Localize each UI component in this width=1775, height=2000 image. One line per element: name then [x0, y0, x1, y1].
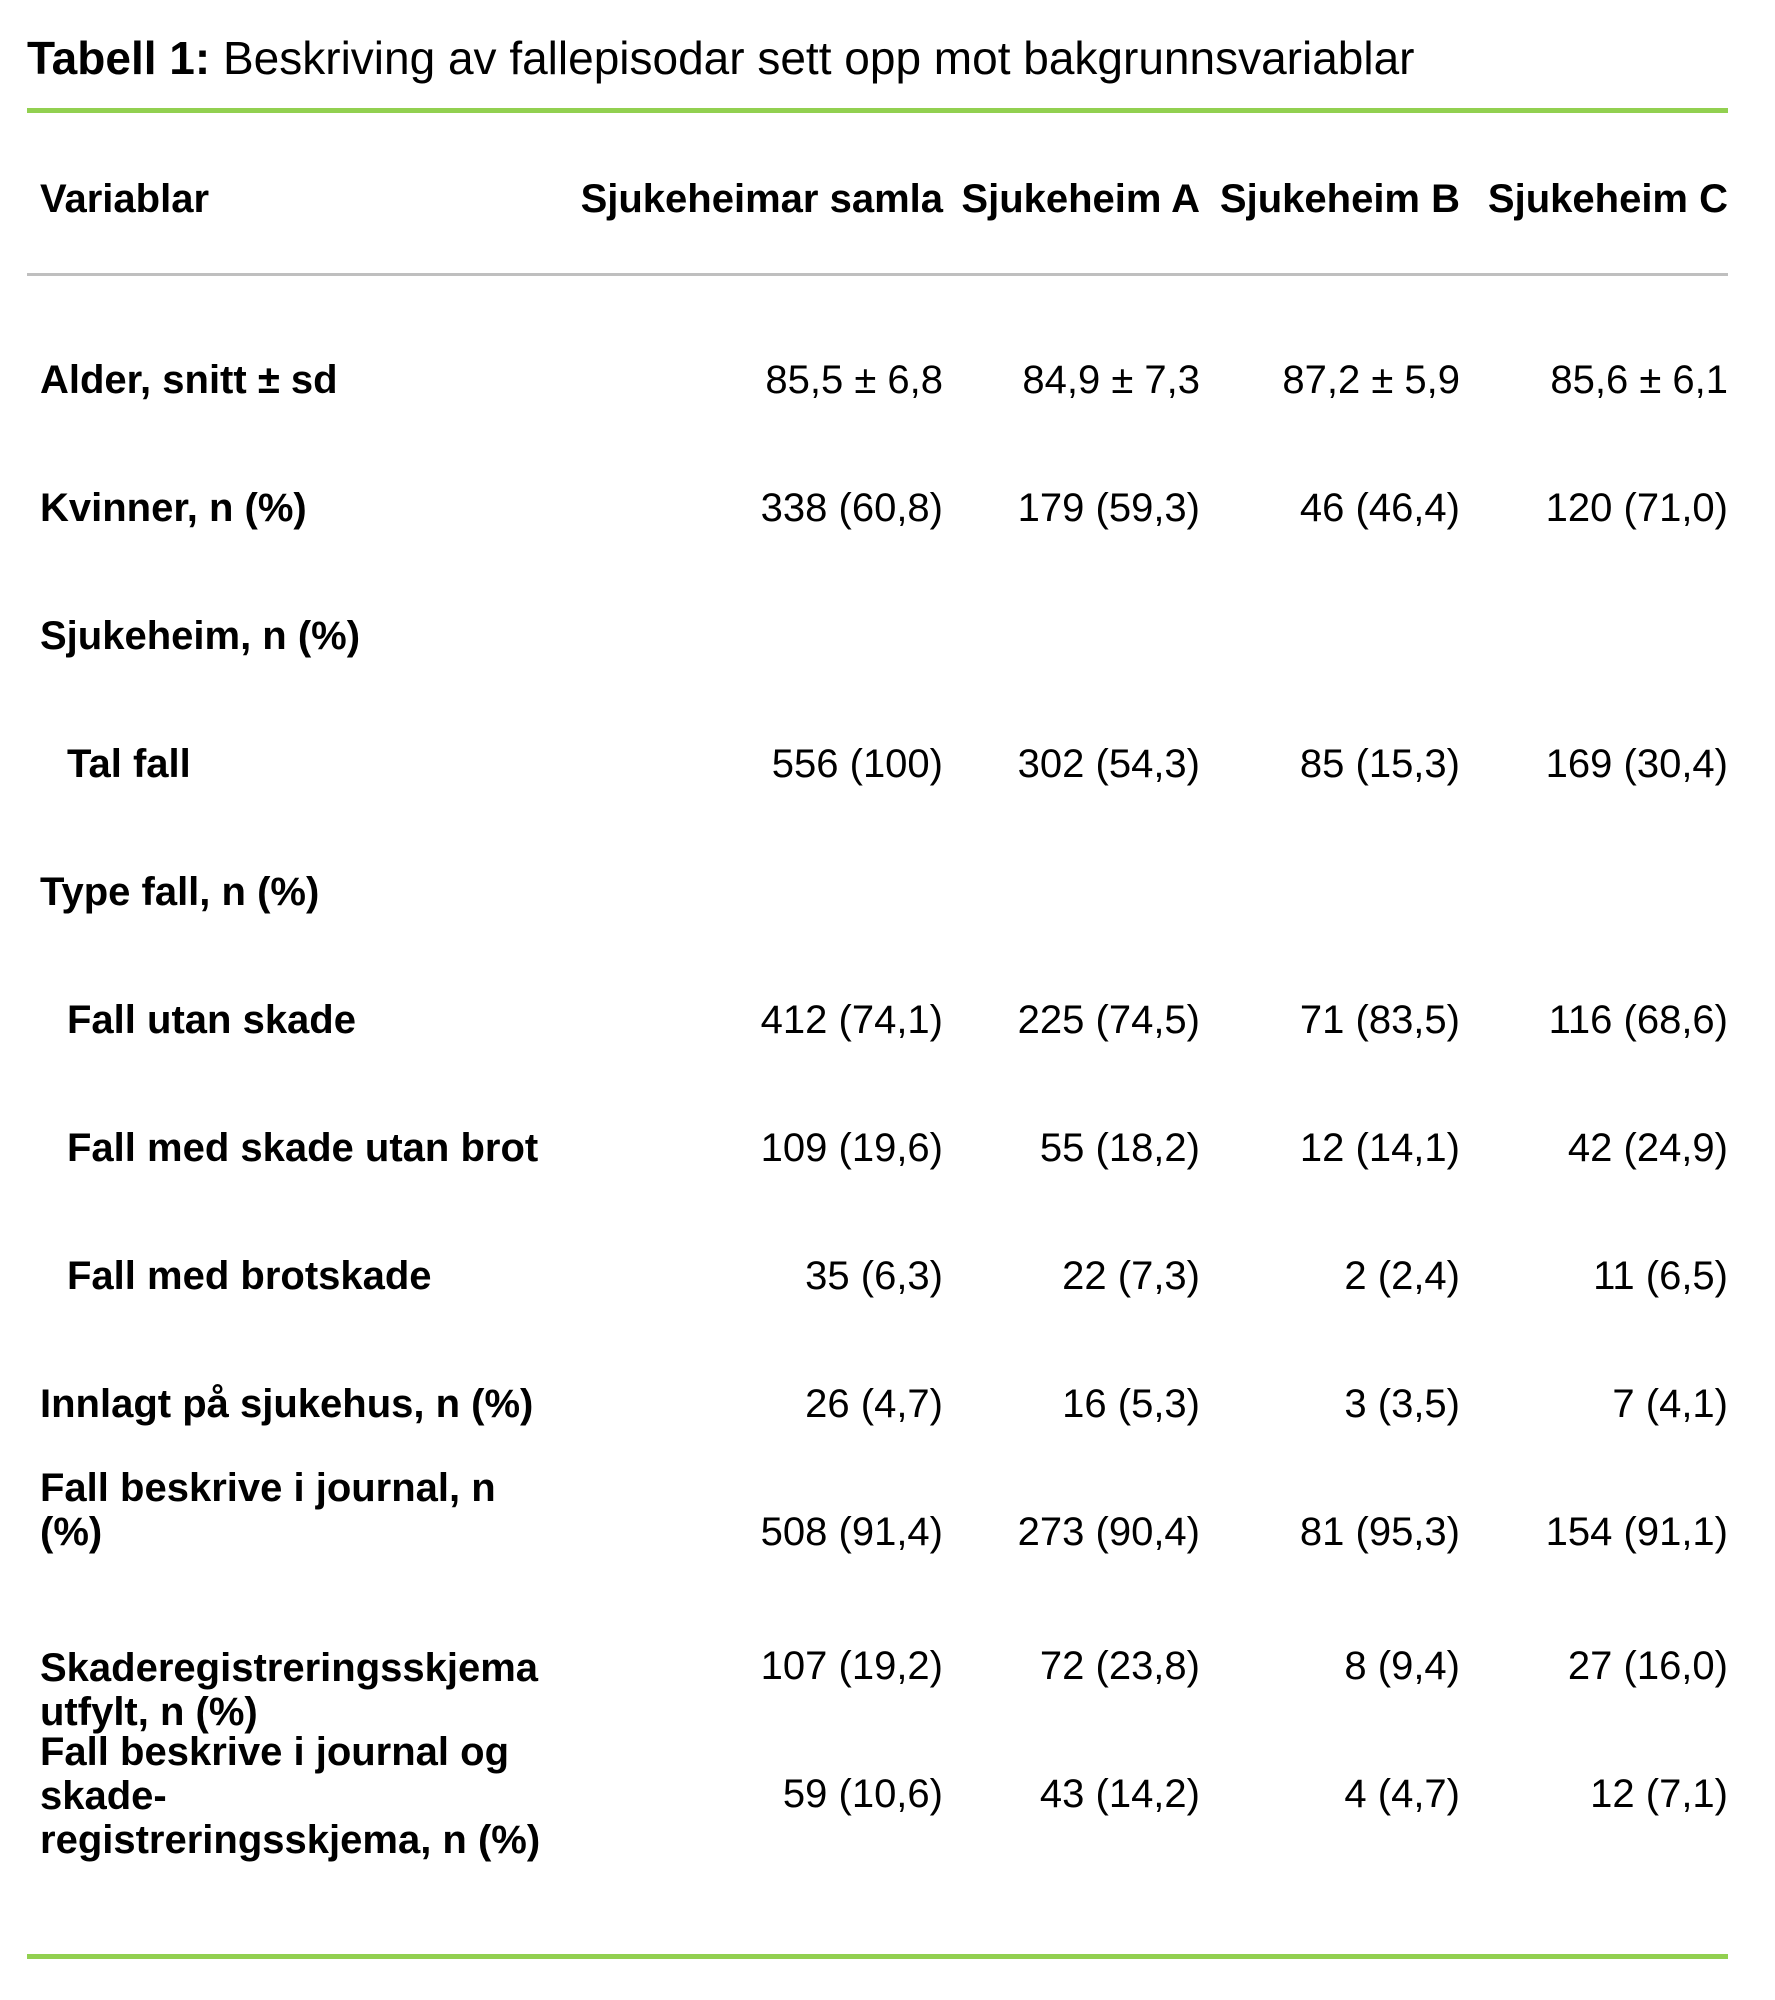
table-row: Kvinner, n (%) 338 (60,8) 179 (59,3) 46 … — [27, 404, 1728, 532]
cell-value-sjukeheim-b: 8 (9,4) — [1344, 1644, 1460, 1688]
cell-value-sjukeheimar-samla: 59 (10,6) — [782, 1772, 943, 1816]
cell-value-sjukeheim-c: 42 (24,9) — [1567, 1126, 1728, 1170]
table-row: Alder, snitt ± sd 85,5 ± 6,8 84,9 ± 7,3 … — [27, 276, 1728, 404]
table-header-row: Variablar Sjukeheimar samla Sjukeheim A … — [27, 113, 1728, 273]
cell-value-sjukeheim-c: 120 (71,0) — [1545, 486, 1728, 530]
column-header-sjukeheim-b: Sjukeheim B — [1219, 177, 1460, 221]
row-label: Fall beskrive i journal, n (%) — [40, 1466, 496, 1554]
cell-value-sjukeheim-b: 85 (15,3) — [1299, 742, 1460, 786]
cell-value-sjukeheim-a: 22 (7,3) — [1062, 1254, 1200, 1298]
cell-value-sjukeheim-b: 2 (2,4) — [1344, 1254, 1460, 1298]
table-container: Tabell 1: Beskriving av fallepisodar set… — [27, 0, 1728, 1959]
cell-value-sjukeheimar-samla: 107 (19,2) — [760, 1644, 943, 1688]
cell-value-sjukeheimar-samla — [547, 914, 943, 916]
cell-value-sjukeheim-a: 179 (59,3) — [1017, 486, 1200, 530]
cell-value-sjukeheim-b: 4 (4,7) — [1344, 1772, 1460, 1816]
top-rule-green — [27, 108, 1728, 113]
cell-value-sjukeheim-a — [943, 914, 1200, 916]
row-label: Sjukeheim, n (%) — [40, 614, 361, 658]
cell-value-sjukeheim-c: 7 (4,1) — [1612, 1382, 1728, 1426]
cell-value-sjukeheimar-samla: 35 (6,3) — [805, 1254, 943, 1298]
table-row: Fall beskrive i journal, n (%) 508 (91,4… — [27, 1428, 1728, 1556]
cell-value-sjukeheim-c: 169 (30,4) — [1545, 742, 1728, 786]
cell-value-sjukeheim-b — [1200, 658, 1460, 660]
header-rule-gray — [27, 273, 1728, 276]
table-row: Type fall, n (%) — [27, 788, 1728, 916]
row-label: Fall med brotskade — [67, 1254, 432, 1298]
cell-value-sjukeheim-b: 87,2 ± 5,9 — [1282, 358, 1460, 402]
row-label: Fall utan skade — [67, 998, 356, 1042]
cell-value-sjukeheimar-samla: 85,5 ± 6,8 — [765, 358, 943, 402]
table-title-text: Beskriving av fallepisodar sett opp mot … — [222, 32, 1415, 84]
table-row: Innlagt på sjukehus, n (%) 26 (4,7) 16 (… — [27, 1300, 1728, 1428]
cell-value-sjukeheim-a: 273 (90,4) — [1017, 1510, 1200, 1554]
cell-value-sjukeheim-a: 43 (14,2) — [1039, 1772, 1200, 1816]
cell-value-sjukeheimar-samla: 109 (19,6) — [760, 1126, 943, 1170]
row-label: Type fall, n (%) — [40, 870, 320, 914]
row-label: Alder, snitt ± sd — [40, 358, 338, 402]
page-title: Tabell 1: Beskriving av fallepisodar set… — [27, 0, 1728, 86]
table-row: Skaderegistreringsskjema utfylt, n (%) 1… — [27, 1556, 1728, 1736]
cell-value-sjukeheim-a — [943, 658, 1200, 660]
cell-value-sjukeheim-a: 55 (18,2) — [1039, 1126, 1200, 1170]
table-rows: Alder, snitt ± sd 85,5 ± 6,8 84,9 ± 7,3 … — [27, 276, 1728, 1864]
row-label: Innlagt på sjukehus, n (%) — [40, 1382, 534, 1426]
cell-value-sjukeheimar-samla: 26 (4,7) — [805, 1382, 943, 1426]
cell-value-sjukeheim-c: 116 (68,6) — [1548, 998, 1728, 1042]
cell-value-sjukeheim-a: 84,9 ± 7,3 — [1022, 358, 1200, 402]
column-header-sjukeheimar-samla: Sjukeheimar samla — [580, 177, 943, 221]
cell-value-sjukeheim-b — [1200, 914, 1460, 916]
cell-value-sjukeheimar-samla: 412 (74,1) — [760, 998, 943, 1042]
table-row: Fall med skade utan brot 109 (19,6) 55 (… — [27, 1044, 1728, 1172]
row-label: Kvinner, n (%) — [40, 486, 307, 530]
cell-value-sjukeheim-b: 71 (83,5) — [1299, 998, 1460, 1042]
cell-value-sjukeheim-a: 302 (54,3) — [1017, 742, 1200, 786]
cell-value-sjukeheim-b: 12 (14,1) — [1299, 1126, 1460, 1170]
table-row: Sjukeheim, n (%) — [27, 532, 1728, 660]
cell-value-sjukeheim-b: 81 (95,3) — [1299, 1510, 1460, 1554]
row-label: Tal fall — [67, 742, 191, 786]
table-row: Fall beskrive i journal og skade- regist… — [27, 1730, 1728, 1864]
cell-value-sjukeheim-a: 225 (74,5) — [1017, 998, 1200, 1042]
cell-value-sjukeheim-c — [1460, 914, 1728, 916]
cell-value-sjukeheim-c — [1460, 658, 1728, 660]
column-header-sjukeheim-a: Sjukeheim A — [961, 177, 1200, 221]
cell-value-sjukeheim-c: 27 (16,0) — [1567, 1644, 1728, 1688]
bottom-rule-green — [27, 1954, 1728, 1959]
cell-value-sjukeheim-c: 11 (6,5) — [1593, 1254, 1728, 1298]
cell-value-sjukeheimar-samla: 508 (91,4) — [760, 1510, 943, 1554]
cell-value-sjukeheimar-samla — [547, 658, 943, 660]
row-label: Skaderegistreringsskjema utfylt, n (%) — [40, 1646, 539, 1734]
row-label: Fall beskrive i journal og skade- regist… — [40, 1730, 541, 1862]
cell-value-sjukeheimar-samla: 338 (60,8) — [760, 486, 943, 530]
table-row: Fall utan skade 412 (74,1) 225 (74,5) 71… — [27, 916, 1728, 1044]
cell-value-sjukeheimar-samla: 556 (100) — [771, 742, 943, 786]
cell-value-sjukeheim-c: 154 (91,1) — [1545, 1510, 1728, 1554]
cell-value-sjukeheim-b: 46 (46,4) — [1299, 486, 1460, 530]
cell-value-sjukeheim-a: 72 (23,8) — [1039, 1644, 1200, 1688]
row-label: Fall med skade utan brot — [67, 1126, 539, 1170]
column-header-variablar: Variablar — [40, 177, 210, 221]
cell-value-sjukeheim-b: 3 (3,5) — [1344, 1382, 1460, 1426]
table-row: Fall med brotskade 35 (6,3) 22 (7,3) 2 (… — [27, 1172, 1728, 1300]
table-row: Tal fall 556 (100) 302 (54,3) 85 (15,3) … — [27, 660, 1728, 788]
cell-value-sjukeheim-a: 16 (5,3) — [1062, 1382, 1200, 1426]
column-header-sjukeheim-c: Sjukeheim C — [1487, 177, 1728, 221]
table-number-label: Tabell 1: — [27, 32, 211, 84]
cell-value-sjukeheim-c: 85,6 ± 6,1 — [1550, 358, 1728, 402]
cell-value-sjukeheim-c: 12 (7,1) — [1590, 1772, 1728, 1816]
